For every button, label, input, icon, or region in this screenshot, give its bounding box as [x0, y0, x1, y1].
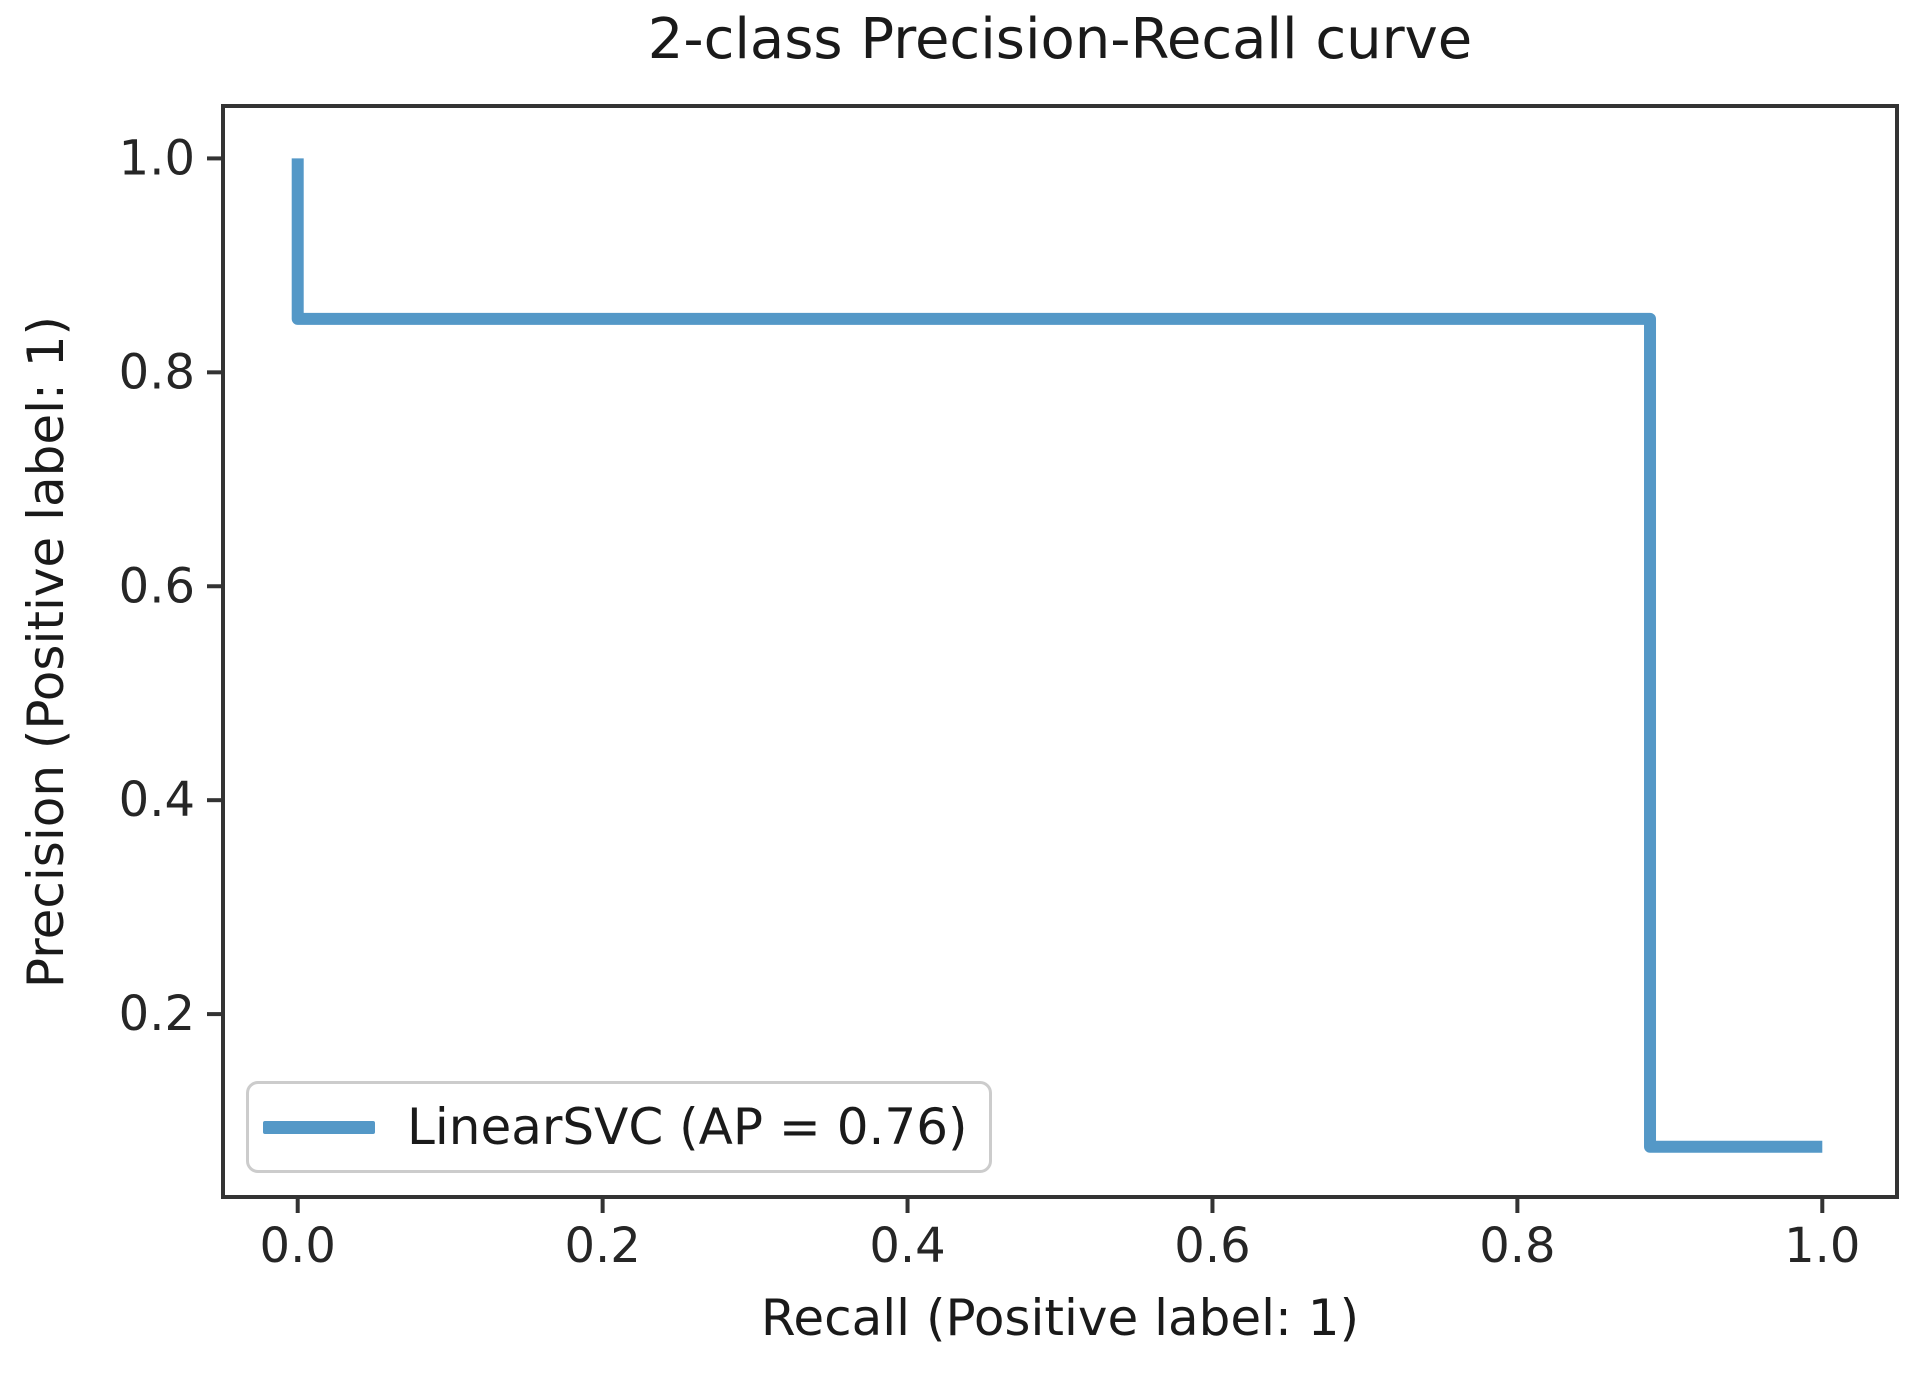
- x-tick-label: 1.0: [1784, 1218, 1860, 1274]
- y-tick-label: 0.2: [119, 986, 195, 1042]
- x-tick-label: 0.2: [564, 1218, 640, 1274]
- legend: LinearSVC (AP = 0.76): [246, 1081, 992, 1173]
- x-tick-label: 0.4: [869, 1218, 945, 1274]
- x-axis-label: Recall (Positive label: 1): [760, 1289, 1360, 1347]
- legend-line-sample: [263, 1120, 375, 1134]
- x-tick-label: 0.6: [1174, 1218, 1250, 1274]
- x-tick-label: 0.0: [260, 1218, 336, 1274]
- y-tick-label: 0.6: [119, 558, 195, 614]
- legend-label: LinearSVC (AP = 0.76): [407, 1098, 968, 1156]
- y-tick-label: 1.0: [119, 130, 195, 186]
- y-axis-label-wrap: Precision (Positive label: 1): [8, 106, 84, 1197]
- x-tick-label: 0.8: [1479, 1218, 1555, 1274]
- pr-curve: [291, 158, 1823, 1153]
- chart-title: 2-class Precision-Recall curve: [647, 7, 1473, 72]
- y-axis-label: Precision (Positive label: 1): [17, 315, 75, 988]
- y-tick-label: 0.8: [119, 344, 195, 400]
- axes-frame: [221, 104, 1899, 1199]
- y-tick-label: 0.4: [119, 772, 195, 828]
